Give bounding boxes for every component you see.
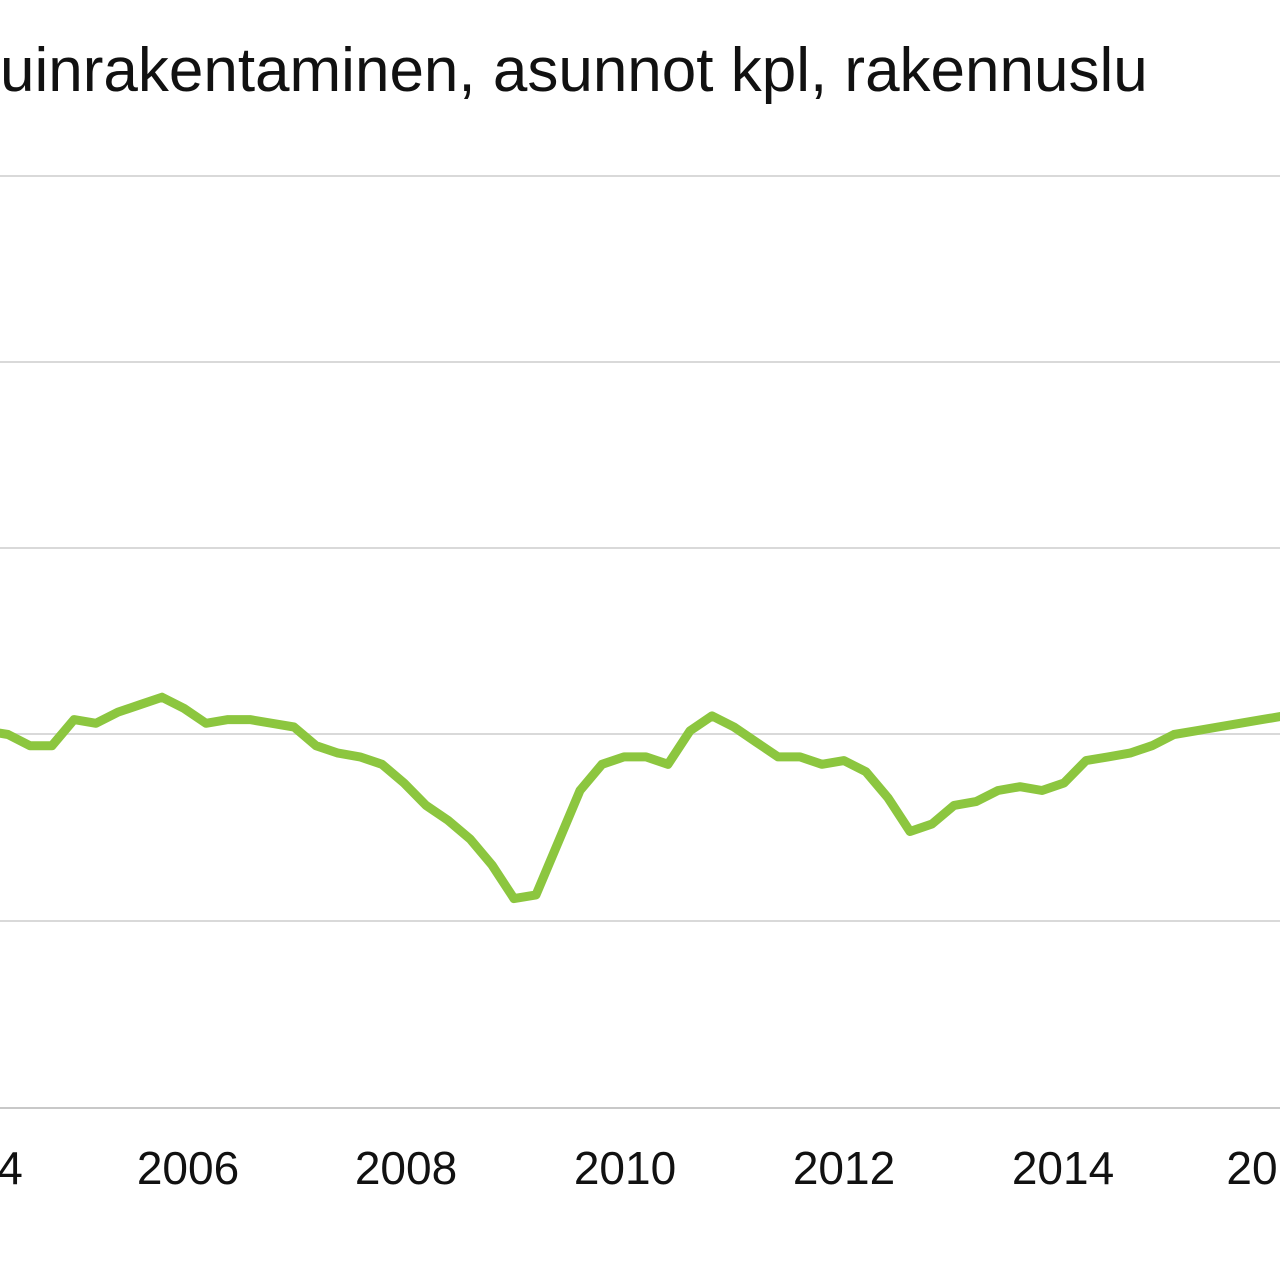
x-axis-ticks: 4 2006 2008 2010 2012 2014 20 [0, 1142, 1278, 1194]
x-tick-label: 2012 [793, 1142, 895, 1194]
chart-title: uinrakentaminen, asunnot kpl, rakennuslu [0, 36, 1148, 105]
gridlines [0, 175, 1280, 922]
x-tick-label: 2010 [574, 1142, 676, 1194]
x-tick-label: 2006 [137, 1142, 239, 1194]
x-tick-label: 4 [0, 1142, 23, 1194]
series-line [0, 692, 1280, 904]
x-tick-label: 2008 [355, 1142, 457, 1194]
x-tick-label: 20 [1226, 1142, 1277, 1194]
series-layer [0, 692, 1280, 904]
x-tick-label: 2014 [1012, 1142, 1114, 1194]
